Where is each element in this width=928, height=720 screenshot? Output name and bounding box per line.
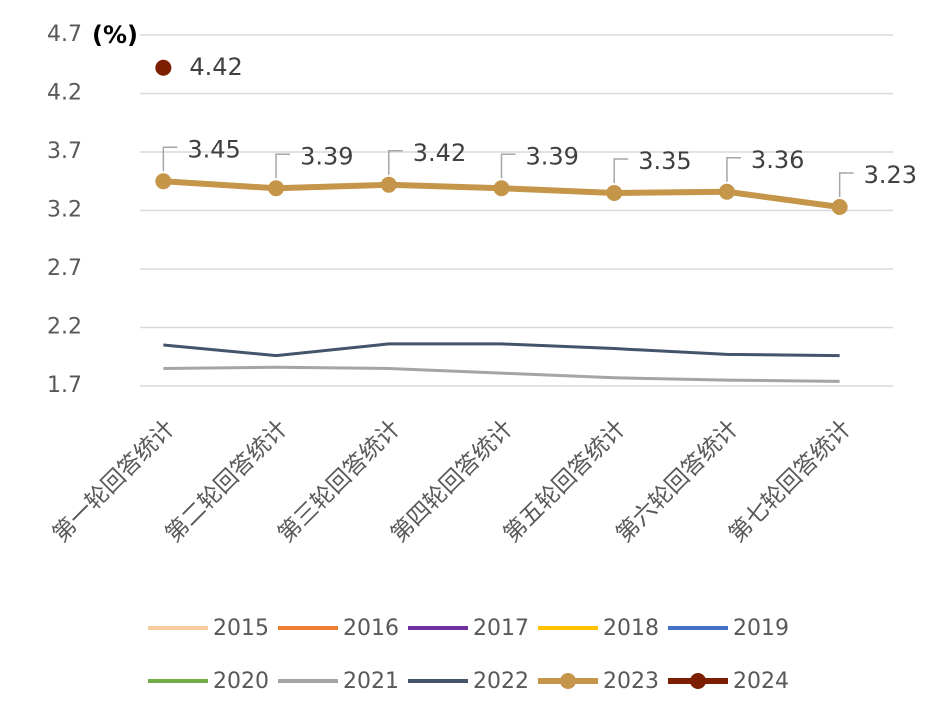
x-tick-label: 第六轮回答统计 — [612, 415, 744, 547]
legend-label: 2017 — [473, 616, 529, 641]
x-tick-label: 第三轮回答统计 — [273, 415, 405, 547]
legend-item: 2015 — [148, 616, 269, 641]
marker — [380, 176, 397, 193]
legend-item: 2018 — [538, 616, 659, 641]
legend-label: 2016 — [343, 616, 399, 641]
data-label: 3.39 — [526, 142, 579, 170]
marker — [831, 198, 848, 215]
y-tick-label: 2.2 — [47, 315, 82, 340]
x-tick-label: 第一轮回答统计 — [48, 415, 180, 547]
marker — [606, 184, 623, 201]
data-label: 4.42 — [189, 53, 242, 81]
y-axis-label: (%) — [92, 21, 138, 49]
y-tick-label: 4.2 — [47, 81, 82, 106]
y-tick-label: 2.7 — [47, 256, 82, 281]
marker — [493, 180, 510, 197]
label-leader — [275, 153, 291, 179]
marker — [718, 183, 735, 200]
legend-item: 2017 — [408, 616, 529, 641]
marker — [268, 180, 285, 197]
series-line — [163, 342, 840, 358]
legend-label: 2020 — [213, 669, 269, 694]
data-label: 3.36 — [751, 146, 804, 174]
data-label: 3.45 — [187, 135, 240, 163]
label-leader — [388, 150, 403, 175]
legend-marker — [690, 673, 706, 689]
y-tick-label: 3.2 — [47, 198, 82, 223]
label-leader — [838, 172, 854, 197]
legend-label: 2018 — [603, 616, 659, 641]
legend-label: 2024 — [733, 669, 789, 694]
legend-item: 2022 — [408, 669, 529, 694]
y-tick-label: 3.7 — [47, 139, 82, 164]
legend-label: 2019 — [733, 616, 789, 641]
data-label: 3.39 — [300, 142, 353, 170]
x-tick-label: 第五轮回答统计 — [499, 415, 631, 547]
legend-item: 2016 — [278, 616, 399, 641]
data-label: 3.35 — [638, 147, 691, 175]
legend-label: 2015 — [213, 616, 269, 641]
x-tick-label: 第四轮回答统计 — [386, 415, 518, 547]
legend-item: 2019 — [668, 616, 789, 641]
series-line — [163, 365, 840, 383]
legend-marker — [560, 673, 576, 689]
legend-item: 2024 — [668, 669, 789, 694]
label-leader — [613, 158, 629, 183]
marker — [155, 59, 172, 76]
legend-item: 2021 — [278, 669, 399, 694]
y-tick-label: 4.7 — [47, 22, 82, 47]
data-label: 3.23 — [864, 161, 917, 189]
x-tick-label: 第二轮回答统计 — [161, 415, 293, 547]
x-tick-label: 第七轮回答统计 — [724, 415, 856, 547]
y-tick-label: 1.7 — [47, 373, 82, 398]
data-label: 3.42 — [413, 139, 466, 167]
legend-label: 2022 — [473, 669, 529, 694]
legend-item: 2023 — [538, 669, 659, 694]
label-leader — [162, 146, 178, 172]
marker — [155, 173, 172, 190]
legend-item: 2020 — [148, 669, 269, 694]
legend-label: 2023 — [603, 669, 659, 694]
label-leader — [500, 153, 516, 179]
legend-label: 2021 — [343, 669, 399, 694]
label-leader — [726, 157, 741, 182]
